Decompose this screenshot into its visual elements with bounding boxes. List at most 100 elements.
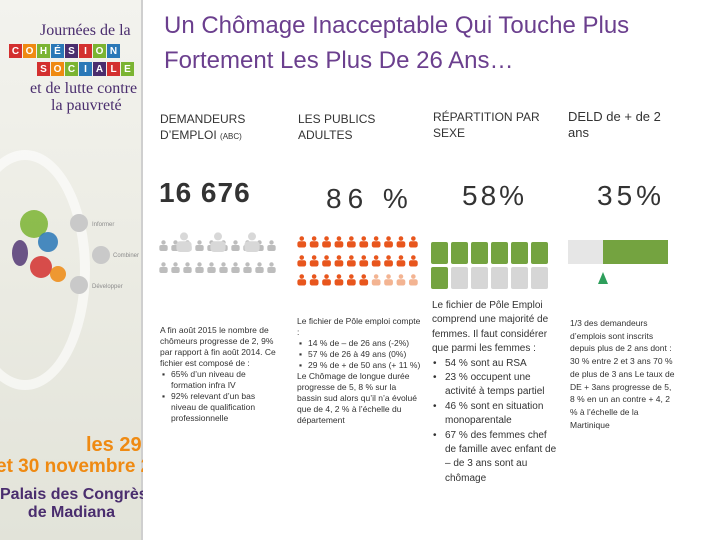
- column-1-heading: DEMANDEURS D’EMPLOI (ABC): [160, 111, 280, 145]
- column-3-bullet: 23 % occupent une activité à temps parti…: [432, 371, 557, 400]
- person-icon: [346, 255, 356, 267]
- column-3-heading: RÉPARTITION PAR SEXE: [433, 110, 540, 140]
- women-square: [451, 242, 468, 264]
- banner-letter-tile: O: [93, 44, 106, 58]
- person-icon: [396, 255, 406, 267]
- person-icon: [176, 232, 192, 252]
- column-2-bullet: 14 % de – de 26 ans (-2%): [297, 338, 421, 349]
- person-icon: [267, 240, 276, 251]
- column-1-text: A fin août 2015 le nombre de chômeurs pr…: [160, 325, 282, 424]
- person-icon: [322, 274, 331, 286]
- column-4-paragraph: 1/3 des demandeurs d’emplois sont inscri…: [570, 318, 675, 430]
- banner-letter-tile: S: [37, 62, 50, 76]
- person-icon: [231, 262, 240, 273]
- column-3-text: Le fichier de Pôle Emploi comprend une m…: [432, 299, 557, 486]
- person-icon: [359, 255, 369, 267]
- venue-line-2: de Madiana: [27, 504, 116, 521]
- strip-label-2: Combiner: [113, 253, 140, 259]
- men-square: [491, 267, 508, 289]
- column-1-value: 16 676: [159, 177, 251, 208]
- banner-line-1: Journées de la: [40, 22, 131, 39]
- person-icon: [322, 255, 331, 267]
- purple-blob: [12, 240, 28, 266]
- column-2-bullet: 29 % de + de 50 ans (+ 11 %): [297, 360, 421, 371]
- person-icon: [408, 236, 418, 248]
- women-square: [531, 242, 548, 264]
- person-icon: [195, 240, 204, 251]
- men-square: [531, 267, 548, 289]
- column-2-text: Le fichier de Pôle emploi compte : 14 % …: [297, 316, 421, 426]
- women-square: [431, 242, 448, 264]
- women-square: [491, 242, 508, 264]
- person-icon: [207, 262, 216, 273]
- men-square: [471, 267, 488, 289]
- progress-fill: [568, 240, 603, 264]
- banner-letter-tile: S: [65, 44, 78, 58]
- growth-icon: [70, 276, 88, 294]
- banner-letter-tile: H: [37, 44, 50, 58]
- column-1-heading-sub: (ABC): [220, 132, 242, 141]
- person-icon: [297, 255, 307, 267]
- banner-letter-tile: A: [93, 62, 106, 76]
- person-icon: [408, 274, 418, 286]
- person-icon: [334, 236, 344, 248]
- person-icon: [396, 236, 406, 248]
- person-icon: [371, 255, 381, 267]
- strip-label-1: Informer: [92, 222, 115, 228]
- person-icon: [255, 262, 264, 273]
- person-icon: [309, 236, 319, 248]
- person-icon: [243, 262, 252, 273]
- orange-people-icon: [297, 236, 418, 286]
- person-icon: [359, 236, 369, 248]
- column-2-heading: LES PUBLICS ADULTES: [298, 112, 376, 142]
- banner-line-4: et de lutte contre: [30, 80, 138, 97]
- person-icon: [210, 232, 226, 252]
- column-1-bullet: 65% d’un niveau de formation infra IV: [160, 369, 282, 391]
- orange-blob: [50, 266, 66, 282]
- person-icon: [346, 274, 356, 286]
- column-3-bullet: 46 % sont en situation monoparentale: [432, 400, 557, 429]
- person-icon: [334, 255, 344, 267]
- grey-people-icon: [159, 232, 276, 273]
- person-icon: [384, 236, 393, 248]
- women-square: [511, 242, 528, 264]
- person-icon: [384, 255, 393, 267]
- column-2-paragraph: Le fichier de Pôle emploi compte :: [297, 316, 421, 337]
- venue-line-1: Palais des Congrès: [0, 486, 143, 503]
- person-icon: [384, 274, 393, 286]
- person-icon: [346, 236, 356, 248]
- blue-blob: [38, 232, 58, 252]
- banner-letter-tile: É: [51, 44, 64, 58]
- column-2-paragraph-2: Le Chômage de longue durée progresse de …: [297, 371, 418, 425]
- progress-bar: [568, 240, 668, 284]
- banner-letter-tile: N: [107, 44, 120, 58]
- event-date-2: et 30 novembre 2016: [0, 456, 143, 477]
- women-square: [431, 267, 448, 289]
- person-icon: [359, 274, 369, 286]
- gears-icon: [92, 246, 110, 264]
- column-4-value: 35%: [597, 180, 666, 211]
- person-icon: [297, 236, 307, 248]
- column-3-bullets: 54 % sont au RSA 23 % occupent une activ…: [432, 357, 557, 487]
- person-icon: [159, 262, 168, 273]
- banner-line-5: la pauvreté: [51, 97, 122, 114]
- banner-letter-tile: E: [121, 62, 134, 76]
- red-blob: [30, 256, 52, 278]
- page-title: Un Chômage Inacceptable Qui Touche Plus …: [164, 12, 630, 74]
- column-2-bullet: 57 % de 26 à 49 ans (0%): [297, 349, 421, 360]
- person-icon: [244, 232, 260, 252]
- person-icon: [334, 274, 344, 286]
- column-3-paragraph: Le fichier de Pôle Emploi comprend une m…: [432, 300, 549, 355]
- person-icon: [195, 262, 204, 273]
- column-2-value: 86 %: [326, 183, 414, 214]
- column-1-heading-text: DEMANDEURS D’EMPLOI: [160, 112, 246, 142]
- person-icon: [408, 255, 418, 267]
- person-icon: [297, 274, 307, 286]
- women-square: [471, 242, 488, 264]
- banner-letter-tile: O: [23, 44, 36, 58]
- column-1-paragraph: A fin août 2015 le nombre de chômeurs pr…: [160, 325, 276, 368]
- person-icon: [309, 255, 319, 267]
